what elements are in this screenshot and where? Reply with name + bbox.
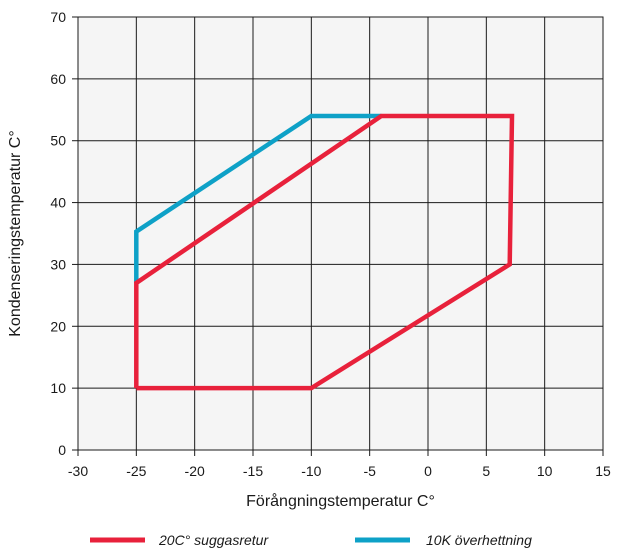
y-axis-label: Kondenseringstemperatur C° [7, 130, 24, 337]
x-tick-label: -15 [243, 463, 263, 479]
x-tick-label: 5 [482, 463, 490, 479]
y-tick-label: 20 [50, 318, 66, 334]
x-tick-label: -5 [363, 463, 376, 479]
legend-label-1: 20C° suggasretur [158, 532, 269, 548]
y-tick-label: 0 [58, 442, 66, 458]
legend-label-2: 10K överhettning [426, 532, 532, 548]
series-group [134, 113, 515, 391]
plot-area [78, 17, 603, 450]
x-tick-label: -30 [68, 463, 88, 479]
y-tick-label: 30 [50, 256, 66, 272]
y-tick-label: 70 [50, 9, 66, 25]
x-tick-label: -10 [301, 463, 321, 479]
x-tick-label: -20 [185, 463, 205, 479]
y-tick-label: 60 [50, 71, 66, 87]
x-tick-label: 15 [595, 463, 611, 479]
series-line-1 [134, 113, 515, 391]
x-tick-label: 10 [537, 463, 553, 479]
series-line-2 [134, 113, 382, 283]
y-tick-label: 50 [50, 133, 66, 149]
x-tick-label: 0 [424, 463, 432, 479]
plot-frame [77, 16, 604, 451]
legend: 20C° suggasretur 10K överhettning [90, 532, 532, 548]
x-axis-label: Förångningstemperatur C° [246, 492, 435, 510]
axis-ticks: -30 -25 -20 -15 -10 -5 0 5 10 15 0 10 20 30 40 50 60 70 [50, 9, 611, 479]
y-tick-label: 10 [50, 380, 66, 396]
x-tick-label: -25 [126, 463, 146, 479]
y-tick-label: 40 [50, 195, 66, 211]
